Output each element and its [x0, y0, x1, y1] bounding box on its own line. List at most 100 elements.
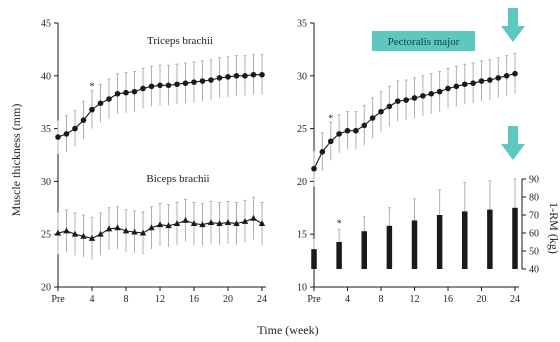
triceps-point [250, 71, 257, 78]
inset-bar [411, 220, 418, 269]
pectoralis-point [420, 93, 426, 99]
inset-bar [336, 242, 342, 269]
triceps-significance-mark: * [90, 82, 95, 93]
left-x-tick-label: 16 [189, 294, 199, 305]
left-x-tick-label: 8 [124, 294, 129, 305]
pectoralis-point [436, 88, 443, 95]
inset-y-tick-label: 70 [529, 211, 539, 222]
right-x-tick-label: 12 [410, 294, 420, 305]
pectoralis-point [386, 103, 393, 110]
triceps-point [165, 82, 172, 89]
triceps-point [72, 125, 78, 132]
x-axis-title: Time (week) [257, 323, 318, 337]
pectoralis-point [495, 75, 502, 81]
biceps-point [63, 227, 70, 234]
inset-bar [512, 207, 518, 269]
right-x-tick-label: 8 [379, 294, 384, 305]
right-axis-title: 1-RM (kg) [547, 202, 560, 254]
pectoralis-point [327, 138, 334, 145]
left-y-tick-label: 30 [41, 177, 51, 188]
down-arrow-icon [501, 126, 525, 160]
triceps-point [131, 88, 138, 95]
pectoralis-point [311, 165, 317, 172]
pectoralis-point [461, 81, 468, 88]
biceps-point [241, 218, 249, 224]
inset-y-tick-label: 90 [529, 175, 539, 186]
triceps-label: Triceps brachii [147, 35, 213, 47]
right-x-tick-label: 20 [477, 294, 487, 305]
pectoralis-point [445, 85, 451, 92]
down-arrow-icon [501, 8, 525, 42]
triceps-point [157, 82, 163, 89]
triceps-point [242, 73, 248, 79]
triceps-point [191, 79, 197, 85]
triceps-point [123, 89, 129, 96]
pectoralis-point [394, 98, 401, 104]
biceps-point [114, 224, 121, 231]
biceps-point [105, 225, 113, 232]
pectoralis-point [478, 78, 485, 84]
left-x-tick-label: 4 [90, 294, 95, 305]
biceps-label: Biceps brachii [146, 173, 209, 185]
inset-bar [361, 231, 367, 269]
triceps-point [259, 71, 265, 78]
pectoralis-point [487, 77, 493, 83]
triceps-point [182, 80, 189, 86]
biceps-point [122, 227, 130, 234]
triceps-point [233, 73, 240, 79]
inset-bar [462, 211, 468, 269]
triceps-point [174, 81, 180, 88]
left-x-tick-label: Pre [51, 294, 65, 305]
triceps-point [89, 106, 95, 113]
biceps-point [88, 234, 96, 241]
biceps-point [80, 232, 87, 239]
pectoralis-point [403, 97, 409, 103]
triceps-point [225, 74, 231, 80]
triceps-point [208, 77, 214, 83]
arrows [501, 8, 525, 160]
left-x-tick-label: 24 [257, 294, 267, 305]
biceps-point [207, 219, 215, 225]
pectoralis-point [428, 90, 435, 97]
biceps-point [182, 216, 189, 223]
triceps-point [148, 83, 155, 90]
biceps-point [250, 214, 257, 221]
left-y-tick-label: 40 [41, 71, 51, 82]
triceps-point [80, 117, 87, 123]
biceps-point [199, 221, 206, 228]
pectoralis-point [378, 108, 384, 115]
pectoralis-point [369, 115, 376, 121]
inset-bar [487, 209, 493, 269]
left-y-tick-label: 35 [41, 124, 51, 135]
biceps-point [216, 220, 223, 227]
pectoralis-significance-mark: * [328, 113, 333, 124]
biceps-point [156, 221, 164, 228]
pectoralis-point [470, 80, 476, 86]
left-x-tick-label: 12 [155, 294, 165, 305]
biceps-point [258, 220, 266, 227]
inset-bar [436, 215, 443, 269]
pectoralis-point [503, 73, 510, 79]
right-x-tick-label: 24 [510, 294, 520, 305]
pectoralis-point [512, 70, 518, 77]
right-x-tick-label: Pre [307, 294, 321, 305]
triceps-point [140, 85, 146, 92]
right-panel: 10 15 20 25 30 35 Pre 4 8 12 16 20 24 * Pectoralis maj… [297, 19, 520, 306]
biceps-point [148, 224, 155, 231]
inset-y-tick-label: 80 [529, 193, 539, 204]
right-y-tick-label: 35 [297, 19, 307, 30]
left-panel: 20 25 30 35 40 45 Pre 4 8 12 16 20 24 * Triceps brachi… [41, 19, 267, 306]
biceps-point [190, 220, 198, 227]
pectoralis-label: Pectoralis major [388, 36, 460, 48]
inset-y-tick-label: 40 [529, 265, 539, 276]
biceps-point [54, 229, 62, 236]
biceps-point [97, 230, 104, 237]
biceps-point [233, 220, 240, 227]
one-rm-inset: 40 50 60 70 80 90 * [311, 175, 539, 276]
triceps-point [106, 96, 112, 102]
left-y-tick-label: 45 [41, 19, 51, 30]
right-y-tick-label: 10 [297, 283, 307, 294]
right-y-tick-label: 20 [297, 177, 307, 188]
triceps-point [63, 131, 70, 137]
